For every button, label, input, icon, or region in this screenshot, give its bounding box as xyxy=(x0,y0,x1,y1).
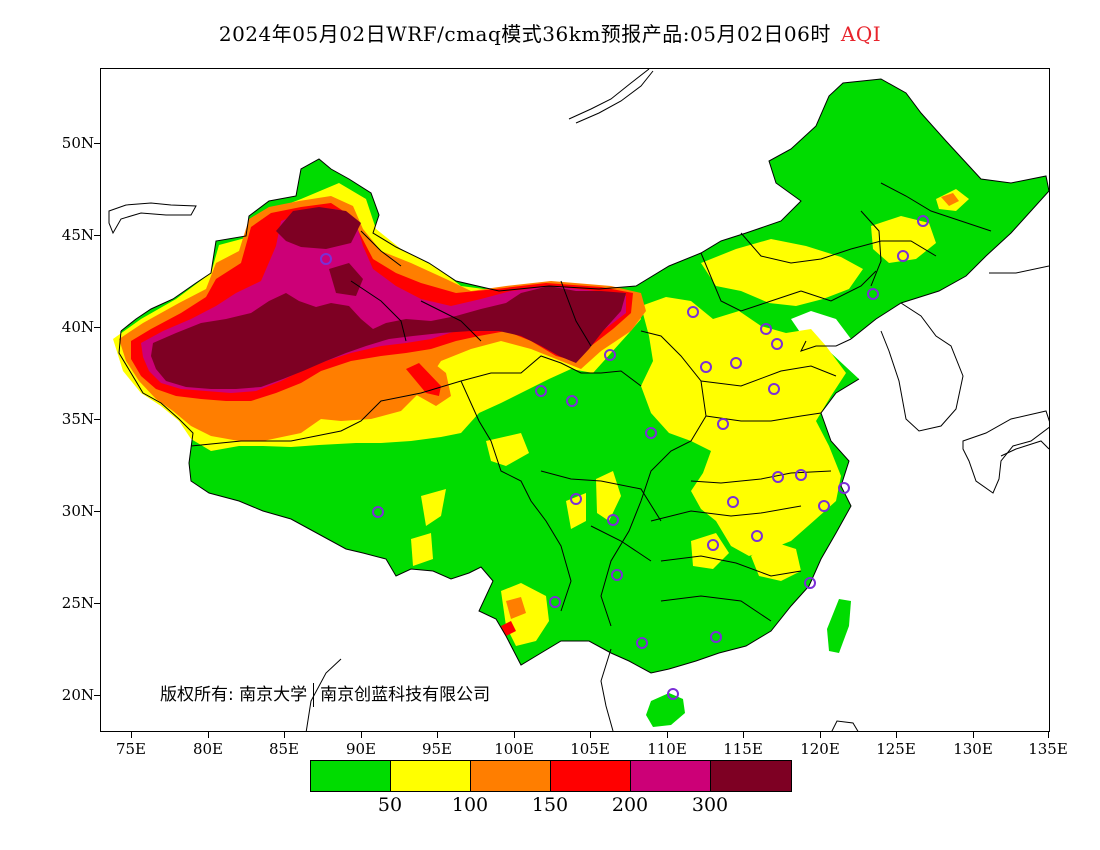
station-marker xyxy=(727,496,739,508)
copyright-org-1: 南京大学 xyxy=(239,685,308,705)
lat-tick xyxy=(94,143,100,144)
lat-label-30n: 30N xyxy=(61,502,94,520)
station-marker xyxy=(771,338,783,350)
legend-label-300: 300 xyxy=(691,794,729,816)
lon-tick xyxy=(1048,732,1049,738)
copyright-prefix: 版权所有: xyxy=(160,685,234,705)
station-marker xyxy=(838,482,850,494)
station-marker xyxy=(667,688,679,700)
title-text: 2024年05月02日WRF/cmaq模式36km预报产品:05月02日06时 xyxy=(218,22,831,46)
lat-tick xyxy=(94,327,100,328)
legend-label-200: 200 xyxy=(611,794,649,816)
lon-label-115e: 115E xyxy=(723,740,763,758)
station-marker xyxy=(772,471,784,483)
lat-tick xyxy=(94,419,100,420)
lat-label-45n: 45N xyxy=(61,226,94,244)
lon-tick xyxy=(284,732,285,738)
station-marker xyxy=(917,215,929,227)
station-marker xyxy=(320,253,332,265)
lat-label-40n: 40N xyxy=(61,318,94,336)
lon-tick xyxy=(437,732,438,738)
legend-swatch-2 xyxy=(391,761,471,791)
lon-tick xyxy=(131,732,132,738)
legend-swatch-1 xyxy=(311,761,391,791)
lon-label-100e: 100E xyxy=(494,740,534,758)
legend-label-100: 100 xyxy=(451,794,489,816)
lon-tick xyxy=(820,732,821,738)
station-marker xyxy=(645,427,657,439)
lat-tick xyxy=(94,695,100,696)
lon-tick xyxy=(896,732,897,738)
legend-swatch-4 xyxy=(551,761,631,791)
lon-label-75e: 75E xyxy=(115,740,147,758)
lon-label-95e: 95E xyxy=(421,740,453,758)
map-frame xyxy=(100,68,1050,732)
copyright-note: 版权所有: 南京大学 南京创蓝科技有限公司 xyxy=(160,680,490,707)
station-marker xyxy=(607,514,619,526)
lon-tick xyxy=(743,732,744,738)
station-marker xyxy=(535,385,547,397)
title-variable: AQI xyxy=(840,22,882,46)
station-marker xyxy=(611,569,623,581)
station-marker xyxy=(768,383,780,395)
station-marker xyxy=(687,306,699,318)
lon-label-90e: 90E xyxy=(345,740,377,758)
map-title: 2024年05月02日WRF/cmaq模式36km预报产品:05月02日06时 A… xyxy=(0,18,1100,47)
aqi-map xyxy=(108,69,1049,731)
copyright-divider xyxy=(313,683,315,707)
lat-label-25n: 25N xyxy=(61,594,94,612)
legend-label-50: 50 xyxy=(377,794,403,816)
lat-tick xyxy=(94,511,100,512)
station-marker xyxy=(372,506,384,518)
lat-label-20n: 20N xyxy=(61,686,94,704)
lon-label-130e: 130E xyxy=(953,740,993,758)
station-marker xyxy=(604,349,616,361)
legend-swatch-6 xyxy=(711,761,791,791)
station-marker xyxy=(710,631,722,643)
station-marker xyxy=(707,539,719,551)
lon-tick xyxy=(361,732,362,738)
lat-label-50n: 50N xyxy=(61,134,94,152)
station-marker xyxy=(760,323,772,335)
station-marker xyxy=(751,530,763,542)
station-marker xyxy=(818,500,830,512)
lon-label-105e: 105E xyxy=(570,740,610,758)
legend-label-150: 150 xyxy=(531,794,569,816)
lat-tick xyxy=(94,603,100,604)
lon-tick xyxy=(973,732,974,738)
lon-label-120e: 120E xyxy=(800,740,840,758)
station-marker xyxy=(804,577,816,589)
legend-swatch-3 xyxy=(471,761,551,791)
station-marker xyxy=(730,357,742,369)
lon-tick xyxy=(208,732,209,738)
neighbor-outlines xyxy=(108,69,1049,731)
boundary-lines xyxy=(118,78,1049,674)
aqi-maroon-regions xyxy=(151,207,626,389)
lat-tick xyxy=(94,235,100,236)
station-markers xyxy=(320,215,929,700)
taiwan-island xyxy=(827,599,851,653)
lon-tick xyxy=(514,732,515,738)
station-marker xyxy=(867,288,879,300)
lon-label-125e: 125E xyxy=(876,740,916,758)
lon-tick xyxy=(667,732,668,738)
lat-label-35n: 35N xyxy=(61,410,94,428)
aqi-legend xyxy=(310,760,792,792)
station-marker xyxy=(549,596,561,608)
station-marker xyxy=(897,250,909,262)
lon-label-80e: 80E xyxy=(192,740,224,758)
station-marker xyxy=(717,418,729,430)
station-marker xyxy=(570,493,582,505)
lon-label-85e: 85E xyxy=(268,740,300,758)
station-marker xyxy=(795,469,807,481)
station-marker xyxy=(636,637,648,649)
hainan-island xyxy=(646,693,685,727)
lon-tick xyxy=(590,732,591,738)
legend-swatch-5 xyxy=(631,761,711,791)
station-marker xyxy=(700,361,712,373)
lon-label-135e: 135E xyxy=(1028,740,1068,758)
station-marker xyxy=(566,395,578,407)
copyright-org-2: 南京创蓝科技有限公司 xyxy=(320,685,491,705)
lon-label-110e: 110E xyxy=(647,740,687,758)
